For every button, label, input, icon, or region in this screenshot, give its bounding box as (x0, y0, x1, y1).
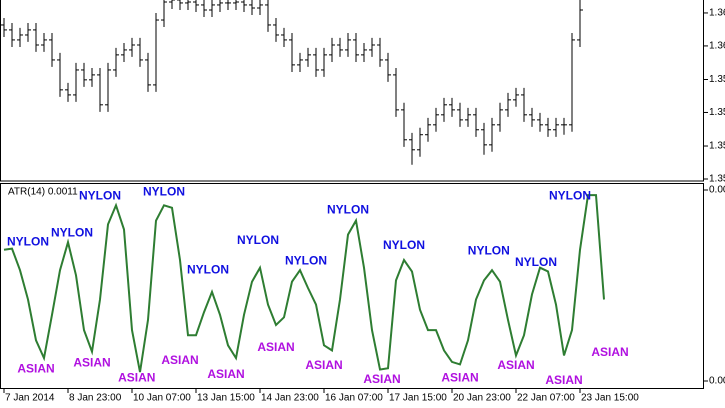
annotation: NYLON (143, 185, 185, 199)
indicator-title: ATR(14) 0.0011 (8, 187, 78, 198)
annotation: NYLON (79, 189, 121, 203)
y-tick-label: 1.36420 (709, 8, 725, 19)
annotation: ASIAN (363, 372, 400, 386)
y-tick-label: 1.35855 (709, 74, 725, 85)
x-tick-label: 7 Jan 2014 (5, 393, 55, 404)
x-tick-label: 14 Jan 23:00 (261, 393, 319, 404)
annotation: NYLON (51, 225, 93, 239)
x-tick-label: 20 Jan 23:00 (453, 393, 511, 404)
y-tick-label: 1.36140 (709, 41, 725, 52)
annotation: ASIAN (441, 371, 478, 385)
annotation: ASIAN (118, 371, 155, 385)
annotation: ASIAN (257, 340, 294, 354)
x-tick-label: 16 Jan 07:00 (325, 393, 383, 404)
y-tick-label: 1.35010 (709, 174, 725, 185)
annotation: ASIAN (497, 358, 534, 372)
annotation: NYLON (468, 243, 510, 257)
annotation: NYLON (327, 203, 369, 217)
annotation: NYLON (7, 234, 49, 248)
y-tick-label: 1.35575 (709, 107, 725, 118)
y-tick-label: 0.0008 (709, 376, 725, 387)
indicator-line (3, 194, 605, 373)
annotation: ASIAN (17, 362, 54, 376)
annotation: ASIAN (73, 355, 110, 369)
annotation: ASIAN (161, 353, 198, 367)
price-panel-frame (0, 0, 704, 182)
x-tick-label: 17 Jan 15:00 (389, 393, 447, 404)
y-tick-label: 1.35290 (709, 141, 725, 152)
annotation: NYLON (515, 255, 557, 269)
annotation: ASIAN (591, 345, 628, 359)
atr-panel-frame (0, 183, 704, 389)
annotation: NYLON (237, 233, 279, 247)
x-tick-label: 22 Jan 07:00 (517, 393, 575, 404)
x-tick-label: 10 Jan 07:00 (133, 393, 191, 404)
annotation: NYLON (549, 189, 591, 203)
x-tick-label: 8 Jan 23:00 (69, 393, 122, 404)
annotation: NYLON (383, 238, 425, 252)
annotation: ASIAN (545, 373, 582, 387)
x-tick-label: 13 Jan 15:00 (197, 393, 255, 404)
x-tick-label: 23 Jan 15:00 (581, 393, 639, 404)
annotation: ASIAN (305, 358, 342, 372)
annotation: NYLON (285, 253, 327, 267)
annotation: NYLON (187, 262, 229, 276)
annotation: ASIAN (207, 367, 244, 381)
